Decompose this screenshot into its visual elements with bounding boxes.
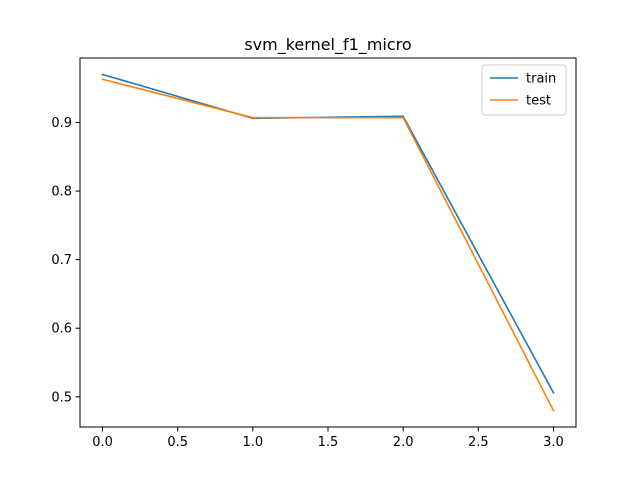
y-tick-label: 0.5	[51, 390, 72, 405]
data-point-test	[402, 116, 404, 119]
plot-area-frame	[79, 57, 577, 428]
x-tick-label: 0.0	[92, 435, 113, 450]
legend: train test	[481, 64, 567, 116]
x-tick-label: 3.0	[543, 435, 564, 450]
series-line-test	[101, 78, 555, 412]
data-point-train	[101, 73, 104, 76]
x-tick-label: 2.5	[468, 435, 489, 450]
data-point-train	[552, 391, 555, 394]
data-point-test	[252, 116, 254, 119]
y-tick-label: 0.8	[51, 185, 72, 200]
x-tick-label: 1.0	[243, 435, 264, 450]
chart-title: svm_kernel_f1_micro	[244, 35, 411, 55]
series-line-train	[101, 73, 555, 394]
x-tick-label: 0.5	[167, 435, 188, 450]
y-tick-label: 0.7	[51, 253, 72, 268]
data-point-train	[402, 115, 404, 118]
y-tick-label: 0.6	[51, 322, 72, 337]
legend-label-test: test	[526, 94, 551, 109]
legend-label-train: train	[526, 72, 556, 87]
data-point-test	[552, 409, 555, 412]
x-tick-label: 1.5	[318, 435, 339, 450]
y-tick-label: 0.9	[51, 116, 72, 131]
x-tick-label: 2.0	[393, 435, 414, 450]
data-point-test	[101, 78, 104, 81]
